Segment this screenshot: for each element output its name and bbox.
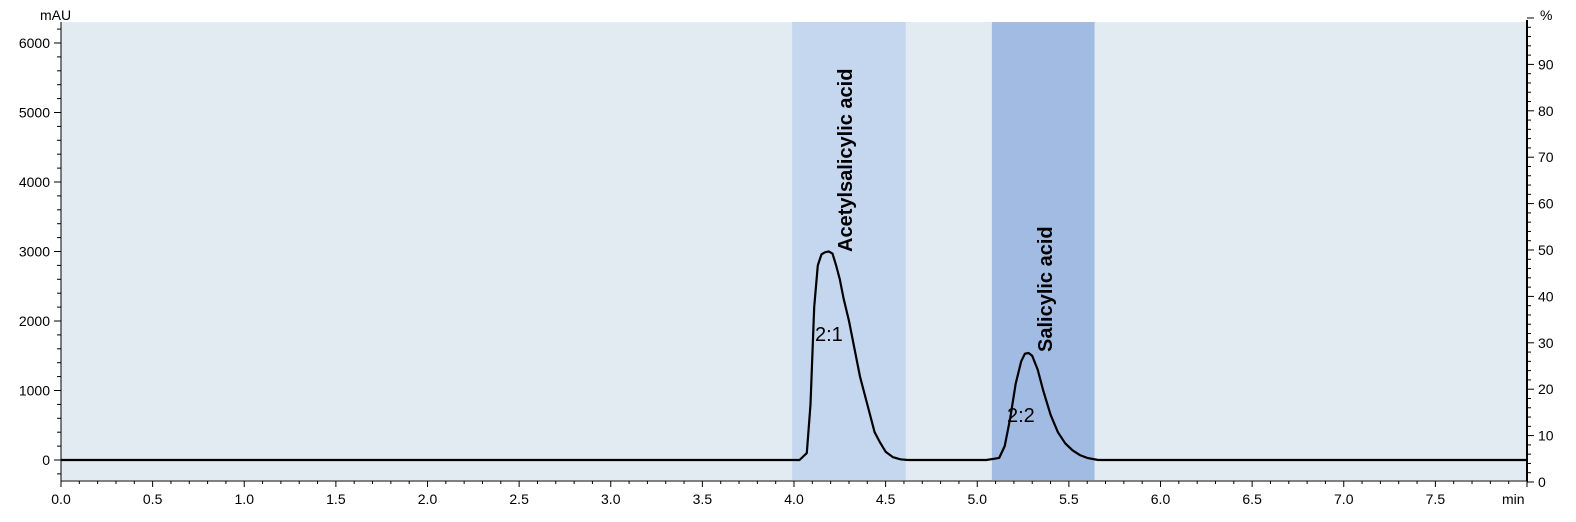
y2-axis-unit-label: % — [1540, 7, 1552, 23]
y2-tick-label: 80 — [1538, 103, 1554, 119]
peak-2-name-label: Salicylic acid — [1035, 226, 1057, 352]
x-tick-label: 3.5 — [693, 491, 713, 507]
y2-tick-label: 70 — [1538, 149, 1554, 165]
signal-trace — [61, 250, 1527, 462]
y-tick-label: 2000 — [19, 313, 50, 329]
y2-tick-label: 60 — [1538, 196, 1554, 212]
x-tick-label: 7.0 — [1334, 491, 1354, 507]
y-tick-label: 4000 — [19, 174, 50, 190]
x-tick-label: 2.0 — [418, 491, 438, 507]
peak-1-name-label: Acetylsalicylic acid — [835, 69, 857, 252]
x-tick-label: 5.0 — [968, 491, 988, 507]
y2-tick-label: 40 — [1538, 288, 1554, 304]
y-tick-label: 5000 — [19, 105, 50, 121]
x-axis-unit-label: min — [1502, 491, 1525, 507]
x-tick-label: 6.0 — [1151, 491, 1171, 507]
x-tick-label: 3.0 — [601, 491, 621, 507]
ticks-layer: 0.0 0.5 1.0 1.5 2.0 2.5 3.0 3.5 4.0 4.5 5.0 5.5 6.0 6… — [19, 17, 1554, 507]
x-tick-label: 1.5 — [326, 491, 346, 507]
x-tick-label: 1.0 — [235, 491, 255, 507]
y-tick-label: 0 — [42, 452, 50, 468]
x-tick-label: 2.5 — [509, 491, 529, 507]
y2-tick-label: 0 — [1538, 474, 1546, 490]
peak-band-2 — [991, 22, 1095, 480]
x-tick-label: 6.5 — [1242, 491, 1262, 507]
x-tick-label: 4.0 — [784, 491, 804, 507]
x-tick-label: 7.5 — [1426, 491, 1446, 507]
bands-layer — [792, 22, 1095, 480]
peak-1-id-label: 2:1 — [815, 324, 843, 346]
y2-tick-label: 30 — [1538, 335, 1554, 351]
x-tick-label: 5.5 — [1059, 491, 1079, 507]
y-tick-label: 1000 — [19, 383, 50, 399]
x-tick-label: 0.5 — [143, 491, 163, 507]
y2-tick-label: 90 — [1538, 56, 1554, 72]
y2-tick-label: 20 — [1538, 381, 1554, 397]
y-axis-unit-label: mAU — [40, 7, 71, 23]
peak-2-id-label: 2:2 — [1007, 405, 1035, 427]
x-tick-label: 0.0 — [51, 491, 71, 507]
y-tick-label: 6000 — [19, 35, 50, 51]
y2-tick-label: 50 — [1538, 242, 1554, 258]
x-tick-label: 4.5 — [876, 491, 896, 507]
y2-tick-label: 10 — [1538, 428, 1554, 444]
y-tick-label: 3000 — [19, 244, 50, 260]
